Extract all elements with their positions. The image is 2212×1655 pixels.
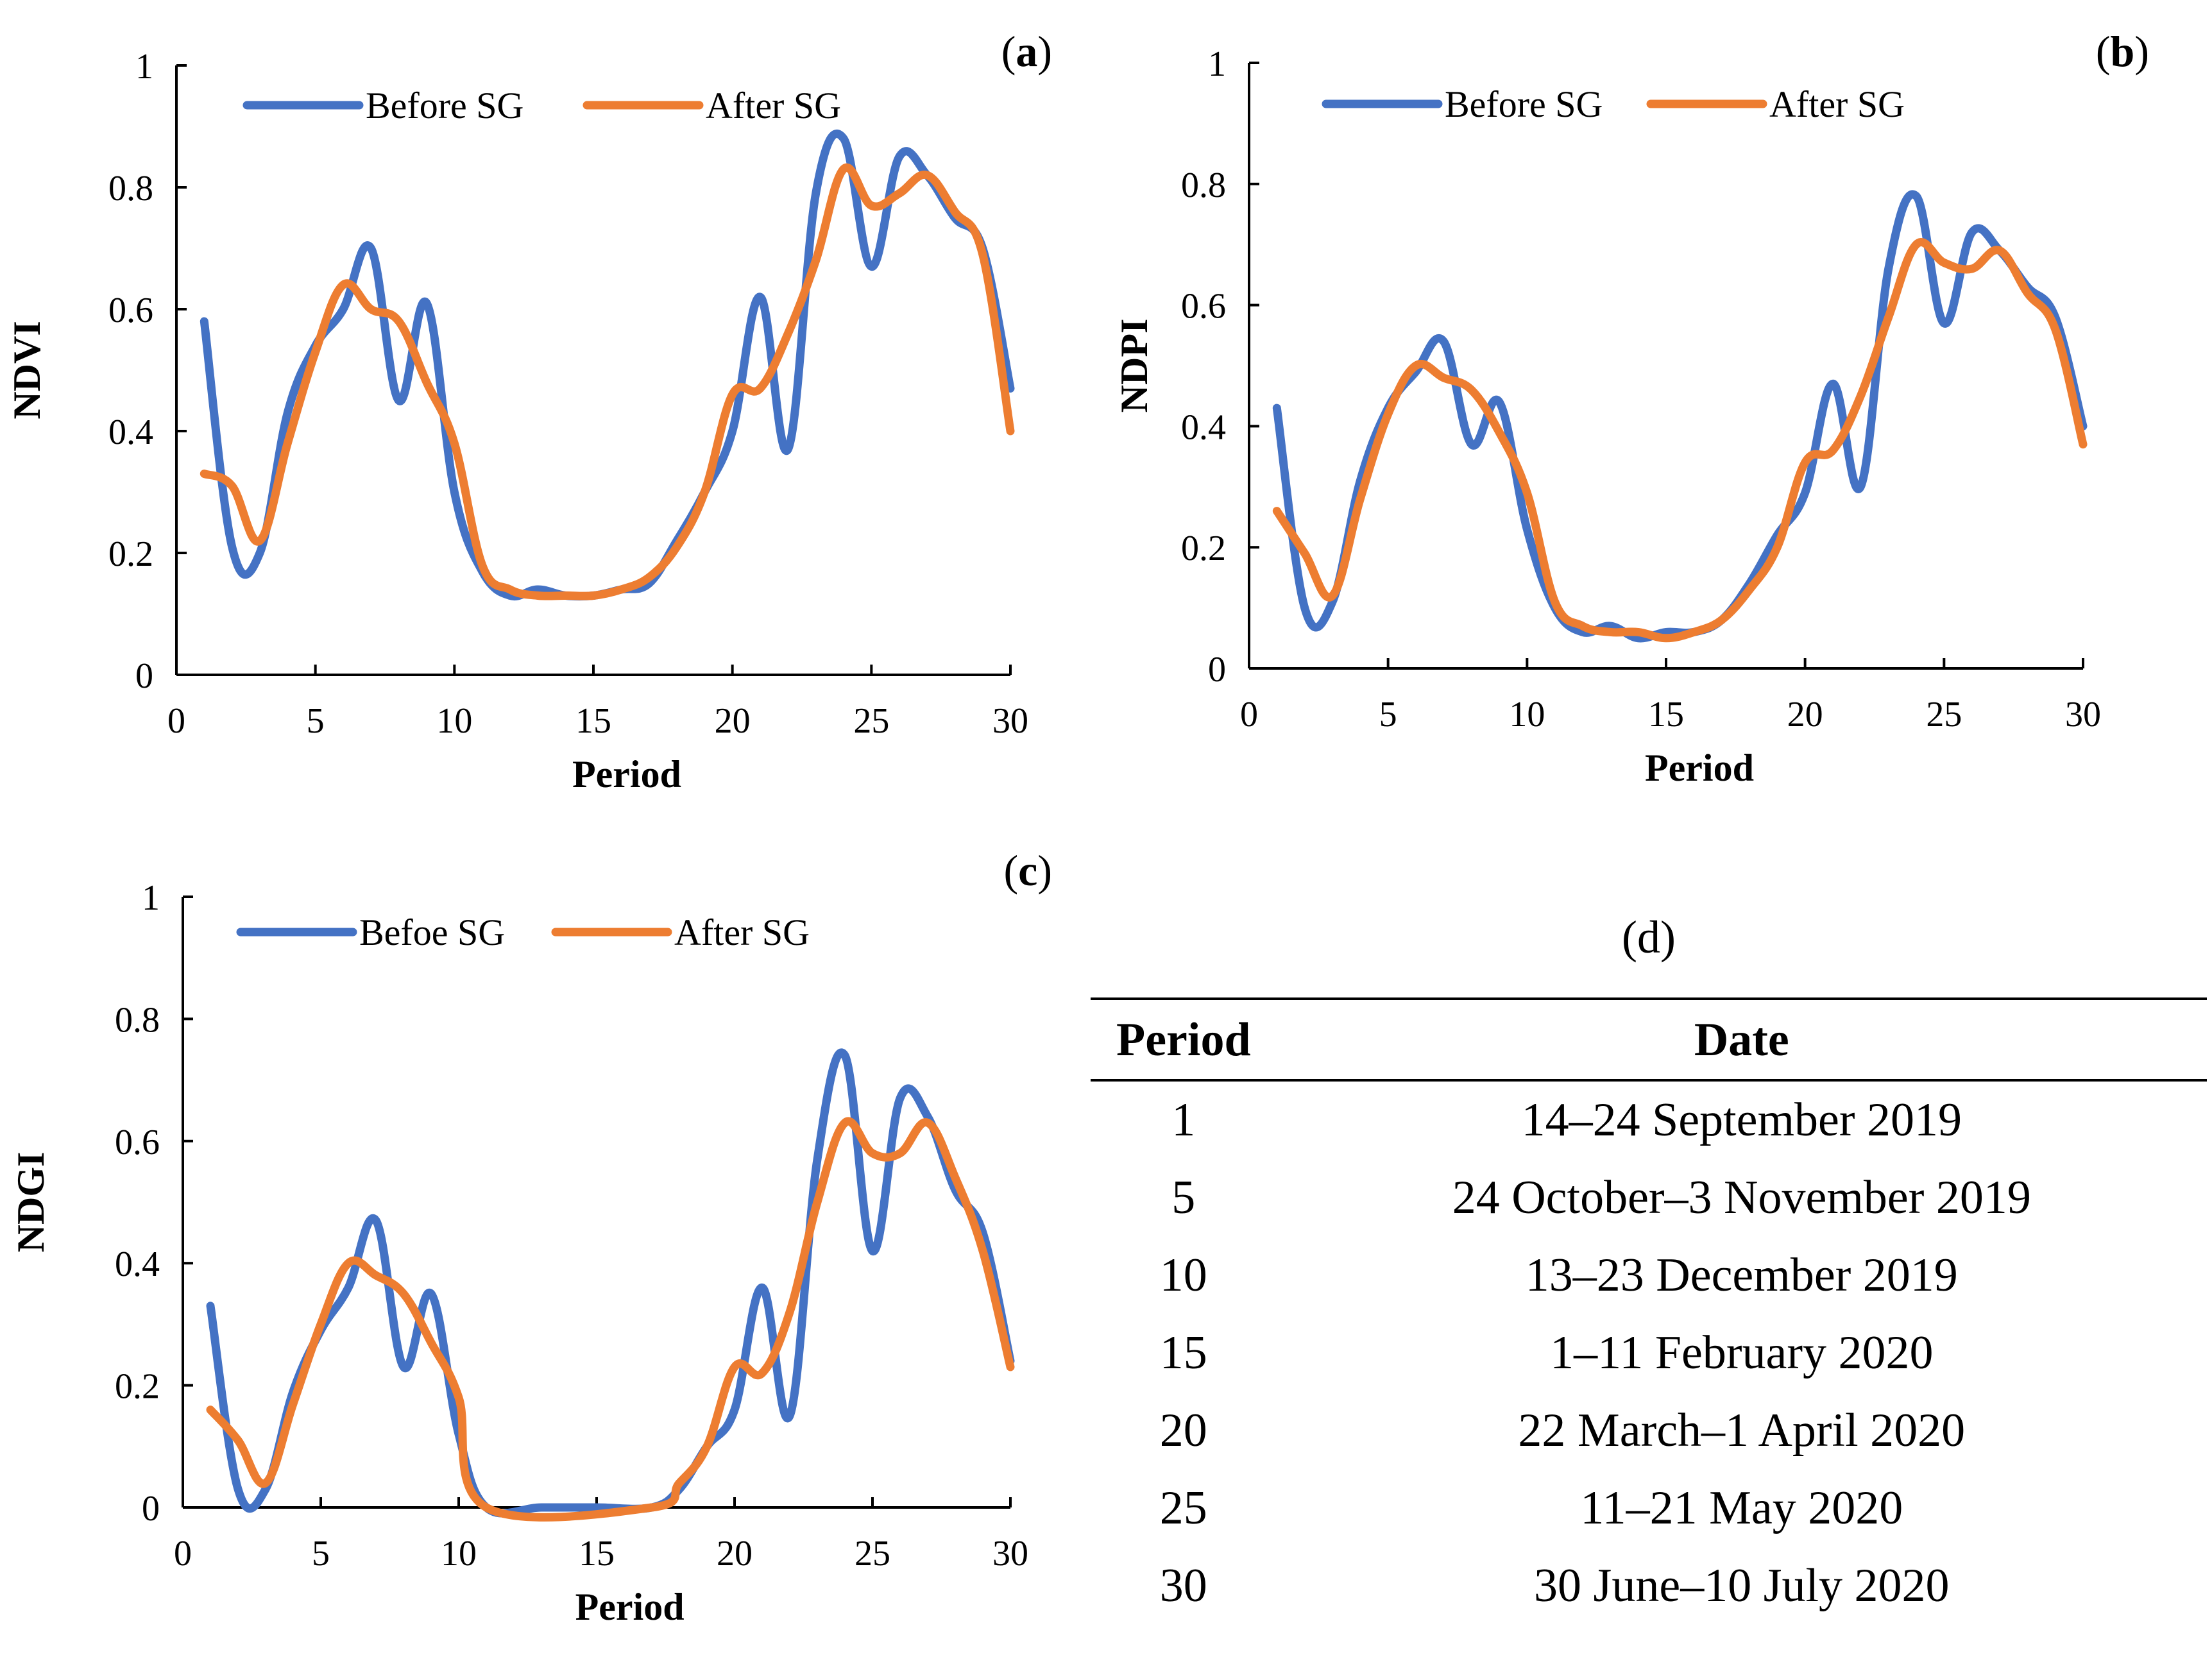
y-tick-label: 0.2 <box>1181 529 1226 568</box>
period-cell: 15 <box>1159 1327 1207 1379</box>
chart-a-ndvi: 00.20.40.60.810 5 10 15 20 25 30PeriodNDVI(a)B… <box>6 27 1052 795</box>
table-row: 15 1–11 February 2020 <box>1091 1314 2207 1392</box>
panel-label: (b) <box>2096 27 2149 76</box>
table-caption: (d) <box>1622 912 1676 963</box>
x-tick-label: 10 <box>441 1534 477 1574</box>
y-tick-label: 1 <box>1208 44 1226 84</box>
date-cell: 24 October–3 November 2019 <box>1452 1171 2031 1224</box>
x-tick-label: 25 <box>1926 695 1962 734</box>
legend-label: After SG <box>1769 83 1905 125</box>
x-tick-label: 5 <box>312 1534 330 1574</box>
table-row: 20 22 March–1 April 2020 <box>1091 1392 2207 1470</box>
period-cell: 30 <box>1159 1559 1207 1612</box>
panel-label: (c) <box>1004 846 1053 895</box>
y-tick-label: 0.8 <box>115 1000 160 1040</box>
chart-c-ndgi: 00.20.40.60.810 5 10 15 20 25 30PeriodNDGI(c)B… <box>10 846 1053 1628</box>
x-axis-title: Period <box>572 753 681 795</box>
date-cell: 11–21 May 2020 <box>1580 1482 1903 1534</box>
period-cell: 25 <box>1159 1482 1207 1534</box>
x-tick-label: 10 <box>1509 695 1545 734</box>
legend-label: After SG <box>706 85 841 126</box>
table-row: 10 13–23 December 2019 <box>1091 1237 2207 1314</box>
x-tick-label: 10 <box>436 701 472 741</box>
panel-label: (a) <box>1001 27 1052 76</box>
y-tick-label: 0.8 <box>1181 166 1226 205</box>
x-tick-label: 30 <box>992 1534 1028 1574</box>
x-tick-label: 20 <box>717 1534 753 1574</box>
table-row: 25 11–21 May 2020 <box>1091 1470 2207 1547</box>
x-tick-label: 30 <box>2065 695 2101 734</box>
date-cell: 22 March–1 April 2020 <box>1518 1404 1966 1457</box>
y-tick-label: 1 <box>135 47 153 87</box>
x-tick-label: 5 <box>307 701 325 741</box>
x-tick-label: 25 <box>855 1534 890 1574</box>
y-tick-label: 0.4 <box>1181 407 1226 447</box>
x-tick-label: 30 <box>992 701 1028 741</box>
x-axis-title: Period <box>575 1586 685 1628</box>
y-tick-label: 0.6 <box>115 1123 160 1162</box>
legend-label: Before SG <box>366 85 523 126</box>
y-tick-label: 0.6 <box>1181 287 1226 327</box>
y-tick-label: 0.4 <box>108 412 153 452</box>
x-tick-label: 0 <box>1240 695 1258 734</box>
legend-label: Befoe SG <box>359 912 505 953</box>
x-tick-label: 20 <box>715 701 751 741</box>
series-line-after-sg <box>206 1117 1015 1522</box>
period-cell: 20 <box>1159 1404 1207 1457</box>
period-cell: 10 <box>1159 1249 1207 1302</box>
chart-b-ndpi: 00.20.40.60.810 5 10 15 20 25 30PeriodNDPI(b)B… <box>1113 27 2149 789</box>
series-line-after-sg <box>1272 238 2088 643</box>
y-tick-label: 1 <box>142 878 160 918</box>
y-tick-label: 0 <box>1208 650 1226 690</box>
x-tick-label: 15 <box>1648 695 1684 734</box>
y-tick-label: 0 <box>135 656 153 696</box>
table-row: 5 24 October–3 November 2019 <box>1091 1159 2207 1237</box>
x-tick-label: 25 <box>853 701 889 741</box>
table-header-row: Period Date <box>1091 999 2207 1080</box>
x-tick-label: 15 <box>575 701 611 741</box>
period-cell: 1 <box>1171 1094 1196 1146</box>
y-tick-label: 0 <box>142 1489 160 1529</box>
date-cell: 14–24 September 2019 <box>1521 1094 1962 1146</box>
legend-label: Before SG <box>1445 83 1603 125</box>
x-tick-label: 20 <box>1787 695 1823 734</box>
date-column-header: Date <box>1694 1014 1789 1066</box>
series-line-before-sg <box>1272 190 2088 643</box>
x-tick-label: 0 <box>174 1534 192 1574</box>
y-tick-label: 0.8 <box>108 169 153 208</box>
date-cell: 13–23 December 2019 <box>1525 1249 1958 1302</box>
date-cell: 1–11 February 2020 <box>1550 1327 1934 1379</box>
y-tick-label: 0.2 <box>108 534 153 574</box>
x-tick-label: 0 <box>167 701 185 741</box>
table-row: 30 30 June–10 July 2020 <box>1091 1547 2207 1625</box>
x-axis-title: Period <box>1645 747 1754 789</box>
y-axis-title: NDVI <box>6 321 48 419</box>
y-tick-label: 0.6 <box>108 291 153 330</box>
period-table: Period Date 1 14–24 September 2019 5 24 … <box>1091 997 2207 1625</box>
y-axis-title: NDPI <box>1113 319 1155 413</box>
series-line-after-sg <box>200 163 1015 600</box>
x-tick-label: 5 <box>1379 695 1397 734</box>
y-axis-title: NDGI <box>10 1152 52 1253</box>
legend-label: After SG <box>674 912 810 953</box>
table-row: 1 14–24 September 2019 <box>1091 1080 2207 1159</box>
period-column-header: Period <box>1116 1014 1251 1066</box>
y-tick-label: 0.2 <box>115 1367 160 1407</box>
y-tick-label: 0.4 <box>115 1244 160 1284</box>
x-tick-label: 15 <box>579 1534 615 1574</box>
period-cell: 5 <box>1171 1171 1196 1224</box>
series-line-before-sg <box>206 1048 1015 1518</box>
period-date-table: (d) Period Date 1 14–24 September 2019 5… <box>1091 911 2207 1625</box>
date-cell: 30 June–10 July 2020 <box>1534 1559 1950 1612</box>
